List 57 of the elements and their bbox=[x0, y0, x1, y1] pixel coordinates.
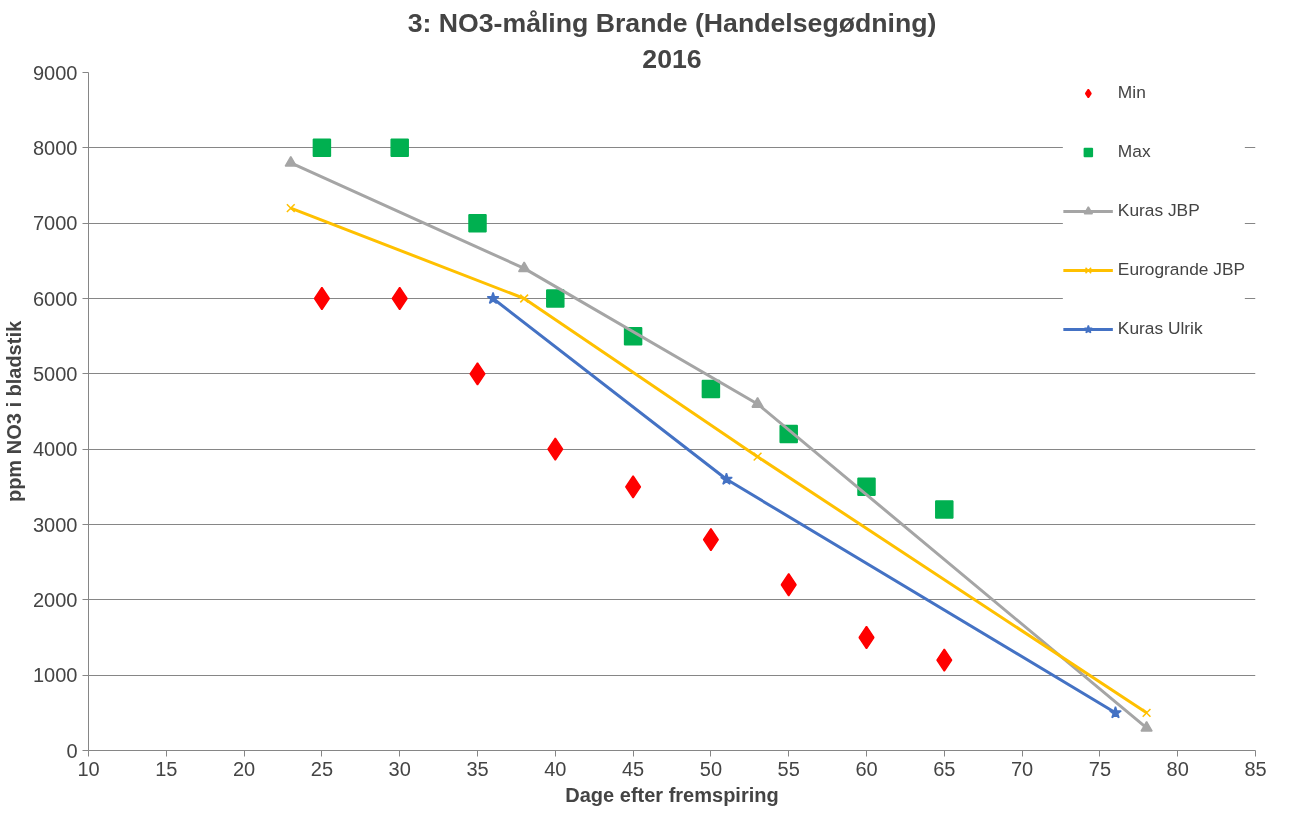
x-tick-label: 50 bbox=[699, 757, 723, 780]
x-tick-label: 70 bbox=[1010, 757, 1034, 780]
point bbox=[751, 396, 764, 408]
point bbox=[519, 293, 529, 304]
x-tick-label: 75 bbox=[1088, 757, 1112, 780]
point bbox=[936, 648, 953, 672]
x-tick-label: 80 bbox=[1166, 757, 1189, 780]
chart-title: 3: NO3-måling Brande (Handelsegødning) bbox=[407, 7, 937, 38]
point bbox=[1109, 706, 1122, 719]
chart-subtitle: 2016 bbox=[642, 43, 702, 74]
y-tick-label: 3000 bbox=[33, 513, 78, 536]
point bbox=[720, 472, 733, 485]
legend-label: Kuras Ulrik bbox=[1117, 318, 1203, 339]
y-axis-title: ppm NO3 i bladstik bbox=[3, 320, 26, 503]
x-tick-label: 20 bbox=[232, 757, 256, 780]
x-tick-label: 15 bbox=[155, 757, 178, 780]
legend-label: Eurogrande JBP bbox=[1117, 259, 1245, 280]
x-tick-label: 65 bbox=[933, 757, 956, 780]
y-tick-label: 7000 bbox=[33, 212, 78, 235]
point bbox=[468, 213, 487, 233]
x-tick-label: 30 bbox=[388, 757, 411, 780]
y-tick-label: 6000 bbox=[33, 287, 78, 310]
point bbox=[286, 203, 296, 213]
x-tick-label: 40 bbox=[544, 757, 567, 780]
x-axis-title: Dage efter fremspiring bbox=[565, 783, 779, 806]
y-tick-label: 5000 bbox=[33, 362, 78, 385]
y-tick-label: 8000 bbox=[33, 136, 78, 159]
x-tick-label: 55 bbox=[777, 757, 800, 780]
y-tick-label: 4000 bbox=[33, 438, 78, 461]
legend-label: Max bbox=[1117, 141, 1151, 162]
point bbox=[1140, 720, 1153, 732]
legend-label: Min bbox=[1117, 82, 1146, 103]
x-tick-label: 45 bbox=[621, 757, 645, 780]
x-tick-label: 10 bbox=[77, 757, 100, 780]
point bbox=[625, 475, 642, 499]
point bbox=[752, 452, 763, 462]
point bbox=[486, 291, 500, 305]
point bbox=[547, 437, 564, 461]
x-tick-label: 85 bbox=[1244, 757, 1267, 780]
y-tick-label: 9000 bbox=[33, 61, 78, 84]
point bbox=[780, 573, 797, 597]
y-tick-label: 0 bbox=[66, 739, 78, 762]
point bbox=[390, 138, 409, 158]
point bbox=[312, 138, 332, 158]
point bbox=[1141, 708, 1152, 718]
x-tick-label: 25 bbox=[310, 757, 334, 780]
x-tick-label: 60 bbox=[855, 757, 878, 780]
point bbox=[701, 379, 721, 399]
point bbox=[517, 261, 531, 273]
point bbox=[469, 362, 486, 386]
point bbox=[284, 155, 298, 167]
legend-label: Kuras JBP bbox=[1117, 200, 1200, 221]
y-tick-label: 1000 bbox=[33, 664, 78, 687]
x-tick-label: 35 bbox=[466, 757, 489, 780]
point bbox=[546, 289, 565, 308]
point bbox=[935, 500, 954, 519]
y-tick-label: 2000 bbox=[33, 588, 78, 611]
